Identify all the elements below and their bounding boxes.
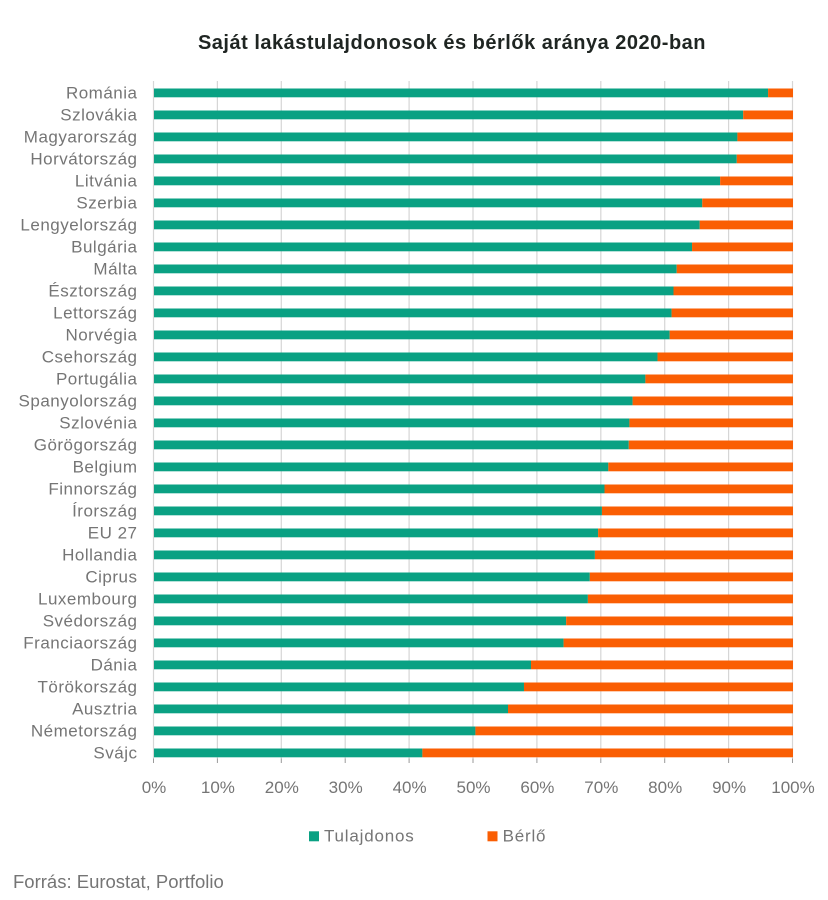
svg-text:Bulgária: Bulgária: [71, 237, 137, 256]
svg-text:Görögország: Görögország: [34, 435, 138, 454]
svg-text:Franciaország: Franciaország: [23, 633, 137, 652]
svg-text:Hollandia: Hollandia: [62, 545, 137, 564]
svg-text:Finnország: Finnország: [48, 479, 137, 498]
svg-text:Bérlő: Bérlő: [503, 827, 547, 846]
svg-text:Málta: Málta: [93, 259, 137, 278]
svg-text:Lettország: Lettország: [53, 303, 137, 322]
svg-text:Svédország: Svédország: [43, 611, 138, 630]
svg-text:40%: 40%: [393, 778, 427, 797]
svg-text:Belgium: Belgium: [73, 457, 138, 476]
svg-text:Svájc: Svájc: [93, 743, 137, 762]
svg-text:Norvégia: Norvégia: [65, 325, 137, 344]
svg-text:Lengyelország: Lengyelország: [20, 215, 137, 234]
svg-text:Ciprus: Ciprus: [85, 567, 137, 586]
svg-text:Szlovénia: Szlovénia: [59, 413, 137, 432]
svg-text:Portugália: Portugália: [56, 369, 138, 388]
svg-text:Ausztria: Ausztria: [72, 699, 137, 718]
svg-text:80%: 80%: [648, 778, 682, 797]
svg-text:Törökország: Törökország: [38, 677, 138, 696]
svg-text:0%: 0%: [142, 778, 167, 797]
svg-text:Magyarország: Magyarország: [24, 127, 138, 146]
svg-text:Litvánia: Litvánia: [75, 171, 138, 190]
svg-text:Tulajdonos: Tulajdonos: [324, 827, 415, 846]
svg-text:30%: 30%: [329, 778, 363, 797]
svg-text:70%: 70%: [584, 778, 618, 797]
svg-text:Szlovákia: Szlovákia: [60, 105, 137, 124]
svg-text:Románia: Románia: [66, 83, 138, 102]
svg-text:Csehország: Csehország: [42, 347, 138, 366]
svg-text:Dánia: Dánia: [91, 655, 138, 674]
svg-text:90%: 90%: [712, 778, 746, 797]
svg-text:60%: 60%: [520, 778, 554, 797]
svg-text:100%: 100%: [771, 778, 814, 797]
svg-text:EU 27: EU 27: [88, 523, 138, 542]
svg-text:Írország: Írország: [72, 501, 137, 520]
svg-text:Németország: Németország: [31, 721, 138, 740]
svg-text:50%: 50%: [456, 778, 490, 797]
svg-text:Saját lakástulajdonosok és bér: Saját lakástulajdonosok és bérlők aránya…: [198, 32, 706, 54]
svg-text:Észtország: Észtország: [48, 281, 137, 300]
svg-text:Forrás: Eurostat, Portfolio: Forrás: Eurostat, Portfolio: [13, 871, 224, 892]
svg-text:Luxembourg: Luxembourg: [38, 589, 138, 608]
svg-text:20%: 20%: [265, 778, 299, 797]
svg-text:Horvátország: Horvátország: [30, 149, 137, 168]
svg-text:10%: 10%: [201, 778, 235, 797]
svg-text:Szerbia: Szerbia: [76, 193, 137, 212]
svg-text:Spanyolország: Spanyolország: [19, 391, 138, 410]
